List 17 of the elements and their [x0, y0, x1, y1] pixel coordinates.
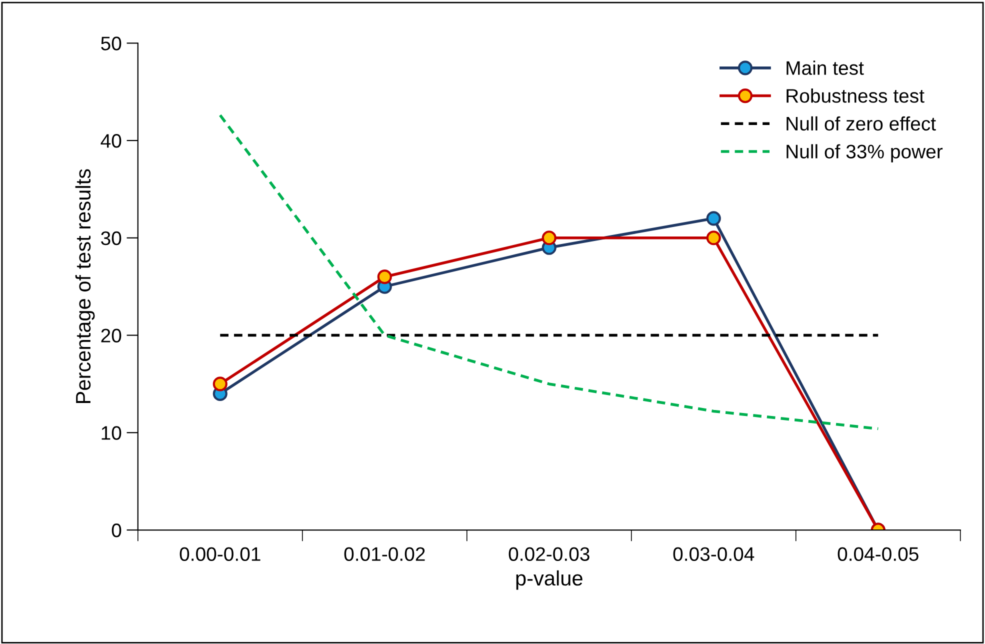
y-tick-label: 40 — [100, 134, 122, 148]
y-tick-label: 0 — [112, 523, 122, 538]
y-axis-title: Percentage of test results — [75, 169, 95, 403]
y-tick-label: 10 — [102, 426, 122, 440]
legend-label: Main test — [786, 60, 864, 75]
x-tick-label: 0.03-0.04 — [673, 547, 754, 561]
y-tick-label: 30 — [101, 231, 122, 246]
x-tick-label: 0.04-0.05 — [838, 547, 918, 561]
x-tick-label: 0.00-0.01 — [180, 547, 260, 561]
x-tick-label: 0.01-0.02 — [344, 547, 425, 561]
y-tick-label: 20 — [101, 328, 122, 343]
x-axis-title: p-value — [516, 570, 582, 590]
legend-label: Null of 33% power — [786, 144, 943, 162]
legend-label: Null of zero effect — [786, 116, 936, 131]
y-tick-label: 50 — [101, 36, 122, 50]
legend-label: Robustness test — [786, 88, 924, 103]
x-tick-label: 0.02-0.03 — [508, 547, 590, 561]
